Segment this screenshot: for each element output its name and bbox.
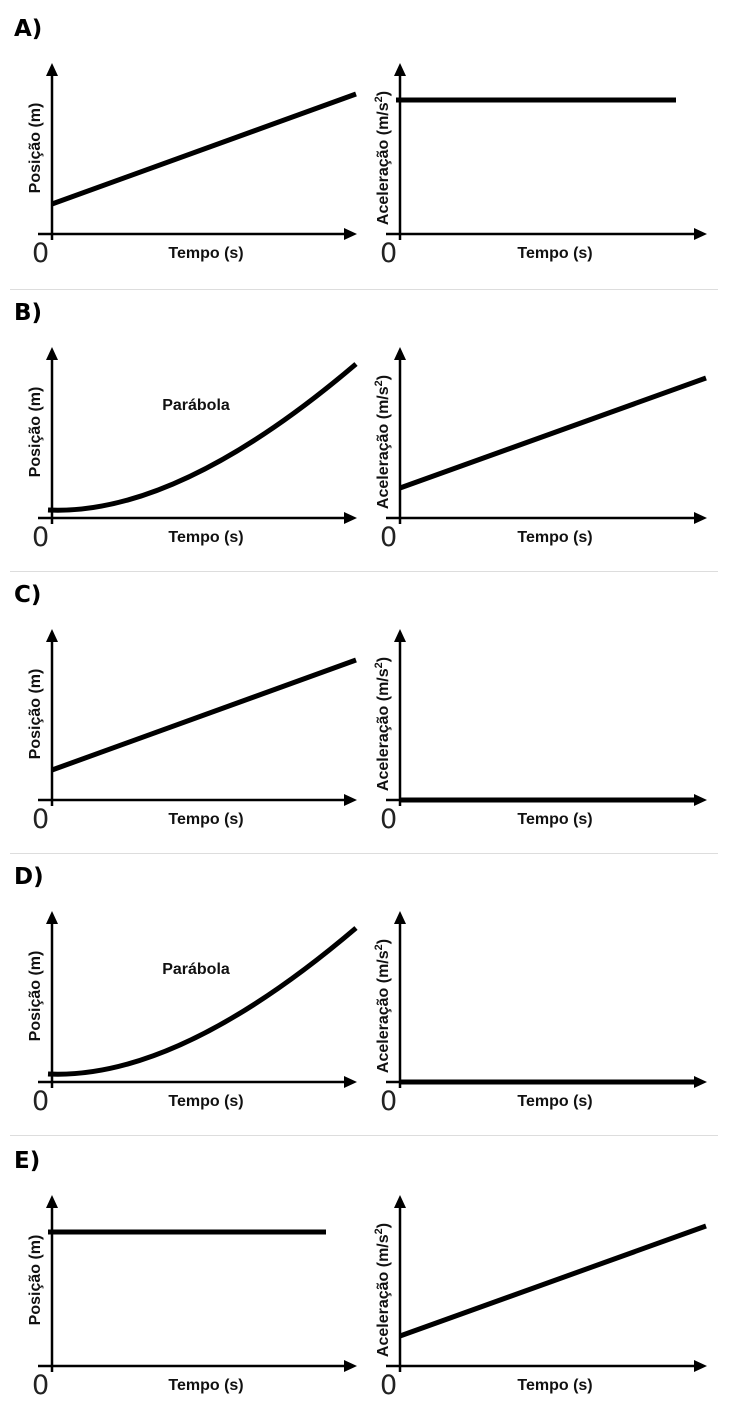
y-axis-label: Posição (m) — [27, 1235, 44, 1326]
y-axis-arrow — [394, 911, 406, 924]
origin-label: 0 — [380, 804, 397, 835]
graphs-d: 0 Tempo (s) Posição (m) Parábola 0 Tempo (s) A… — [27, 911, 707, 1117]
x-axis-arrow — [694, 1360, 707, 1372]
y-axis-arrow — [46, 629, 58, 642]
origin-label: 0 — [32, 1086, 49, 1117]
acceleration-graph: 0 Tempo (s) Aceleração (m/s2) — [373, 1195, 707, 1401]
y-axis-arrow — [394, 63, 406, 76]
graph-curve — [399, 375, 707, 491]
option-letter: D) — [14, 864, 44, 890]
acceleration-graph: 0 Tempo (s) Aceleração (m/s2) — [373, 911, 707, 1117]
y-axis-label: Aceleração (m/s2) — [373, 375, 392, 509]
origin-label: 0 — [32, 238, 49, 269]
option-b[interactable]: B) 0 Tempo (s) Posição (m) Parábola 0 Tempo (s… — [0, 284, 731, 572]
graph-curve — [51, 657, 357, 773]
separator — [10, 289, 718, 290]
y-axis-label: Posição (m) — [27, 669, 44, 760]
origin-label: 0 — [380, 1370, 397, 1401]
graphs-e: 0 Tempo (s) Posição (m) 0 Tempo (s) Aceleraçã… — [27, 1195, 707, 1401]
y-axis-label: Posição (m) — [27, 103, 44, 194]
position-graph: 0 Tempo (s) Posição (m) — [27, 1195, 357, 1401]
x-axis-label: Tempo (s) — [168, 1093, 243, 1110]
origin-label: 0 — [32, 1370, 49, 1401]
option-letter: E) — [14, 1148, 41, 1174]
x-axis-label: Tempo (s) — [517, 1093, 592, 1110]
option-e[interactable]: E) 0 Tempo (s) Posição (m) 0 Tempo (s) Acelera… — [0, 1132, 731, 1416]
option-letter: B) — [14, 300, 43, 326]
x-axis-arrow — [344, 1360, 357, 1372]
x-axis-label: Tempo (s) — [168, 1377, 243, 1394]
y-axis-label: Aceleração (m/s2) — [373, 91, 392, 225]
position-graph: 0 Tempo (s) Posição (m) — [27, 63, 357, 269]
origin-label: 0 — [32, 804, 49, 835]
curve-annotation: Parábola — [162, 397, 230, 414]
graph-curve — [399, 1223, 707, 1339]
x-axis-arrow — [344, 512, 357, 524]
x-axis-label: Tempo (s) — [517, 245, 592, 262]
y-axis-arrow — [394, 1195, 406, 1208]
graphs-a: 0 Tempo (s) Posição (m) 0 Tempo (s) Aceleraçã… — [27, 63, 707, 269]
y-axis-arrow — [394, 629, 406, 642]
x-axis-arrow — [694, 794, 707, 806]
y-axis-arrow — [46, 63, 58, 76]
position-graph: 0 Tempo (s) Posição (m) Parábola — [27, 347, 358, 553]
graphs-c: 0 Tempo (s) Posição (m) 0 Tempo (s) Aceleraçã… — [27, 629, 707, 835]
graph-curve — [47, 926, 358, 1077]
origin-label: 0 — [380, 522, 397, 553]
x-axis-label: Tempo (s) — [168, 811, 243, 828]
graph-curve — [51, 91, 357, 207]
option-letter: A) — [14, 16, 43, 42]
x-axis-arrow — [694, 228, 707, 240]
separator — [10, 853, 718, 854]
position-graph: 0 Tempo (s) Posição (m) — [27, 629, 357, 835]
acceleration-graph: 0 Tempo (s) Aceleração (m/s2) — [373, 347, 707, 553]
x-axis-label: Tempo (s) — [517, 811, 592, 828]
x-axis-arrow — [694, 512, 707, 524]
separator — [10, 1135, 718, 1136]
origin-label: 0 — [32, 522, 49, 553]
x-axis-arrow — [344, 794, 357, 806]
x-axis-label: Tempo (s) — [517, 529, 592, 546]
y-axis-arrow — [46, 347, 58, 360]
x-axis-arrow — [344, 228, 357, 240]
y-axis-label: Aceleração (m/s2) — [373, 657, 392, 791]
y-axis-label: Aceleração (m/s2) — [373, 1223, 392, 1357]
y-axis-label: Posição (m) — [27, 951, 44, 1042]
x-axis-arrow — [694, 1076, 707, 1088]
option-letter: C) — [14, 582, 42, 608]
position-graph: 0 Tempo (s) Posição (m) Parábola — [27, 911, 358, 1117]
acceleration-graph: 0 Tempo (s) Aceleração (m/s2) — [373, 63, 707, 269]
y-axis-label: Aceleração (m/s2) — [373, 939, 392, 1073]
y-axis-label: Posição (m) — [27, 387, 44, 478]
y-axis-arrow — [46, 1195, 58, 1208]
option-d[interactable]: D) 0 Tempo (s) Posição (m) Parábola 0 Tempo (s… — [0, 848, 731, 1136]
x-axis-label: Tempo (s) — [517, 1377, 592, 1394]
graphs-b: 0 Tempo (s) Posição (m) Parábola 0 Tempo (s) A… — [27, 347, 707, 553]
option-a[interactable]: A) 0 Tempo (s) Posição (m) 0 Tempo (s) Acelera… — [0, 0, 731, 290]
option-c[interactable]: C) 0 Tempo (s) Posição (m) 0 Tempo (s) Acelera… — [0, 566, 731, 854]
origin-label: 0 — [380, 238, 397, 269]
acceleration-graph: 0 Tempo (s) Aceleração (m/s2) — [373, 629, 707, 835]
curve-annotation: Parábola — [162, 961, 230, 978]
origin-label: 0 — [380, 1086, 397, 1117]
x-axis-arrow — [344, 1076, 357, 1088]
x-axis-label: Tempo (s) — [168, 245, 243, 262]
separator — [10, 571, 718, 572]
y-axis-arrow — [394, 347, 406, 360]
y-axis-arrow — [46, 911, 58, 924]
graph-curve — [47, 362, 358, 513]
x-axis-label: Tempo (s) — [168, 529, 243, 546]
